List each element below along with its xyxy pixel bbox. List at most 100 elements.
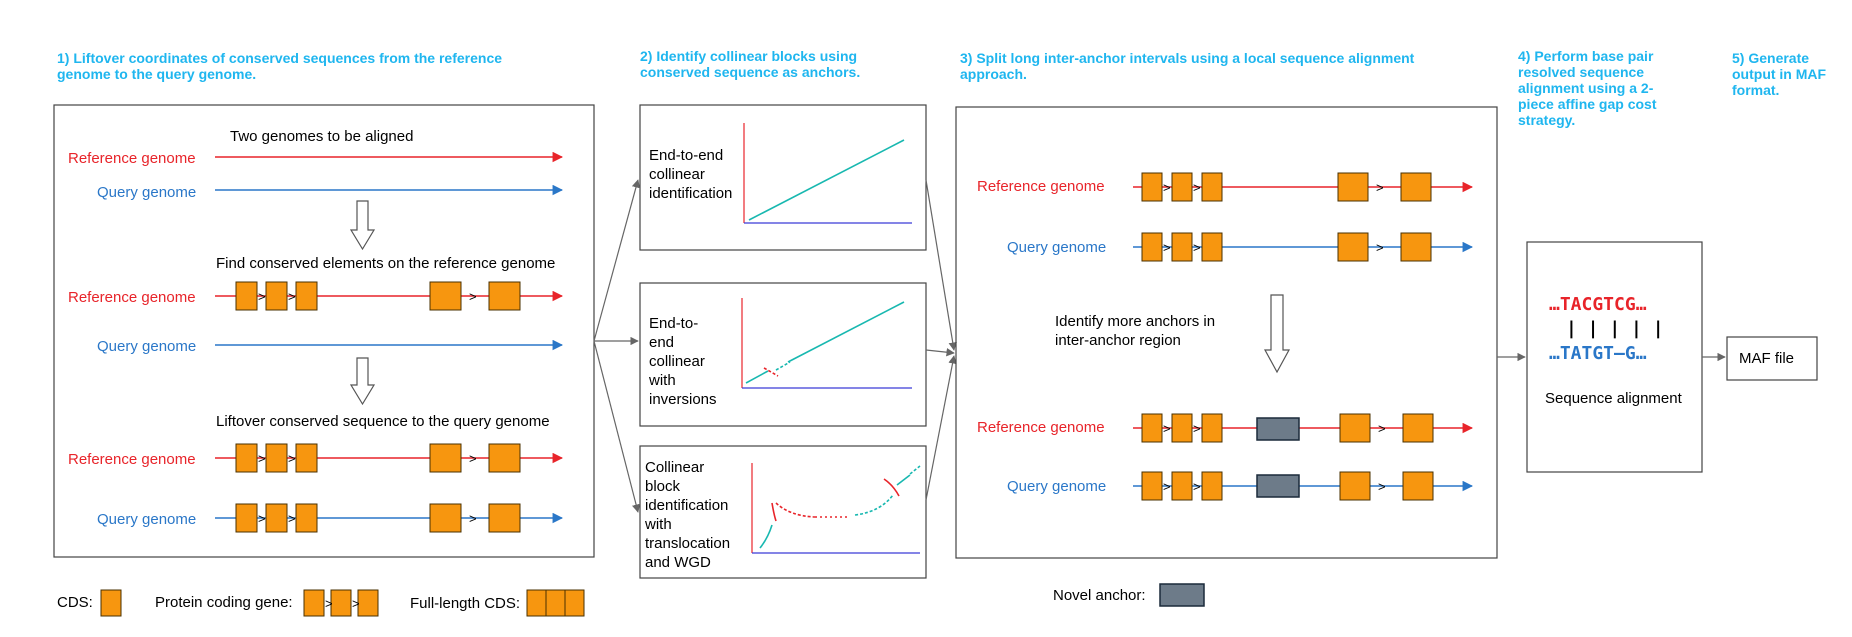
box-b-segment xyxy=(787,301,905,363)
maf-file-box xyxy=(1726,336,1818,381)
gene-order-marker: > xyxy=(1163,240,1171,255)
cds-block xyxy=(1201,471,1223,501)
gene-order-marker: > xyxy=(288,511,296,526)
p1-query-label-2: Query genome xyxy=(97,338,196,355)
down-arrow-icon xyxy=(349,200,376,251)
legend-cds-label: CDS: xyxy=(57,594,93,611)
step3-title-line2: approach. xyxy=(960,66,1027,82)
cds-block xyxy=(265,503,288,533)
gene-order-marker: > xyxy=(1163,421,1171,436)
step5-title: 5) Generate output in MAF format. xyxy=(1732,50,1826,98)
panel3-box xyxy=(955,106,1498,559)
cds-block xyxy=(1402,471,1434,501)
p1-reference-label-3: Reference genome xyxy=(68,451,196,468)
cds-block xyxy=(1201,172,1223,202)
step4-title-line3: alignment using a 2- xyxy=(1518,80,1654,96)
gene-order-marker: > xyxy=(1163,180,1171,195)
cds-block xyxy=(100,589,122,617)
cds-blocks: > > > > > > > > > > > > > > > > > > > > > > > xyxy=(100,172,1434,617)
connector-arrow xyxy=(925,348,955,357)
gene-order-marker: > xyxy=(352,596,360,611)
box-c-segment xyxy=(909,465,921,475)
heading-two-genomes: Two genomes to be aligned xyxy=(230,128,413,145)
panel1-box xyxy=(53,104,595,558)
step4-title-line1: 4) Perform base pair xyxy=(1518,48,1654,64)
box-c-segment xyxy=(775,502,816,518)
step3-title-line1: 3) Split long inter-anchor intervals usi… xyxy=(960,50,1415,66)
step2-title: 2) Identify collinear blocks using conse… xyxy=(640,48,860,80)
sequence-alignment-caption: Sequence alignment xyxy=(1545,390,1683,407)
down-arrow-icon xyxy=(349,357,376,406)
gene-order-marker: > xyxy=(469,451,477,466)
p3-reference-label-1: Reference genome xyxy=(977,178,1105,195)
p1-query-label-1: Query genome xyxy=(97,184,196,201)
cds-block xyxy=(488,503,521,533)
cds-block xyxy=(1339,471,1371,501)
heading-find-conserved: Find conserved elements on the reference… xyxy=(216,255,555,272)
box-b-segment xyxy=(775,361,791,371)
cds-block xyxy=(235,443,258,473)
gene-order-marker: > xyxy=(1163,479,1171,494)
legend-novel-anchor-swatch xyxy=(1159,583,1205,607)
gene-order-marker: > xyxy=(1376,240,1384,255)
box-c-segment xyxy=(896,474,911,486)
cds-block xyxy=(295,443,318,473)
p1-reference-label-1: Reference genome xyxy=(68,150,196,167)
cds-block xyxy=(295,281,318,311)
down-arrow-icon xyxy=(1263,294,1291,374)
gene-order-marker: > xyxy=(1193,180,1201,195)
cds-block xyxy=(1337,172,1369,202)
step5-title-line3: format. xyxy=(1732,82,1780,98)
cds-block xyxy=(265,281,288,311)
cds-block xyxy=(1337,232,1369,262)
cds-block xyxy=(303,589,325,617)
cds-block xyxy=(265,443,288,473)
gene-order-marker: > xyxy=(258,451,266,466)
cds-block xyxy=(1400,172,1432,202)
legend-full-cds-label: Full-length CDS: xyxy=(410,595,520,612)
gene-order-marker: > xyxy=(288,451,296,466)
cds-block xyxy=(564,589,585,617)
box-b-segment xyxy=(745,370,769,384)
cds-block xyxy=(429,443,462,473)
step4-title-line2: resolved sequence xyxy=(1518,64,1645,80)
step1-title-line2: genome to the query genome. xyxy=(57,66,257,82)
cds-block xyxy=(1171,471,1193,501)
cds-block xyxy=(330,589,352,617)
panel2-box-a xyxy=(639,104,927,251)
step2-title-line1: 2) Identify collinear blocks using xyxy=(640,48,858,64)
gene-order-marker: > xyxy=(258,511,266,526)
box-c-segment xyxy=(854,494,894,516)
gene-order-marker: > xyxy=(325,596,333,611)
p1-query-label-3: Query genome xyxy=(97,511,196,528)
gene-order-marker: > xyxy=(1378,421,1386,436)
cds-block xyxy=(1141,413,1163,443)
box-c-label: Collinear block identification with tran… xyxy=(644,459,734,571)
cds-block xyxy=(1171,172,1193,202)
cds-block xyxy=(429,281,462,311)
cds-block xyxy=(357,589,379,617)
heading-liftover: Liftover conserved sequence to the query… xyxy=(216,413,550,430)
gene-order-marker: > xyxy=(1376,180,1384,195)
gene-order-marker: > xyxy=(469,511,477,526)
cds-block xyxy=(488,281,521,311)
cds-block xyxy=(1400,232,1432,262)
cds-block xyxy=(488,443,521,473)
p3-reference-label-2: Reference genome xyxy=(977,419,1105,436)
p3-query-label-1: Query genome xyxy=(1007,239,1106,256)
cds-block xyxy=(545,589,566,617)
cds-block xyxy=(1201,232,1223,262)
connector-arrow xyxy=(925,355,957,501)
cds-block xyxy=(1339,413,1371,443)
step4-title-line4: piece affine gap cost xyxy=(1518,96,1657,112)
box-b-inversion xyxy=(763,367,779,377)
cds-block xyxy=(1171,232,1193,262)
identify-anchors-text: Identify more anchors in inter-anchor re… xyxy=(1055,313,1219,349)
cds-block xyxy=(1201,413,1223,443)
p3-query-label-2: Query genome xyxy=(1007,478,1106,495)
cds-block xyxy=(1171,413,1193,443)
cds-block xyxy=(235,503,258,533)
cds-block xyxy=(429,503,462,533)
cds-block xyxy=(1141,471,1163,501)
